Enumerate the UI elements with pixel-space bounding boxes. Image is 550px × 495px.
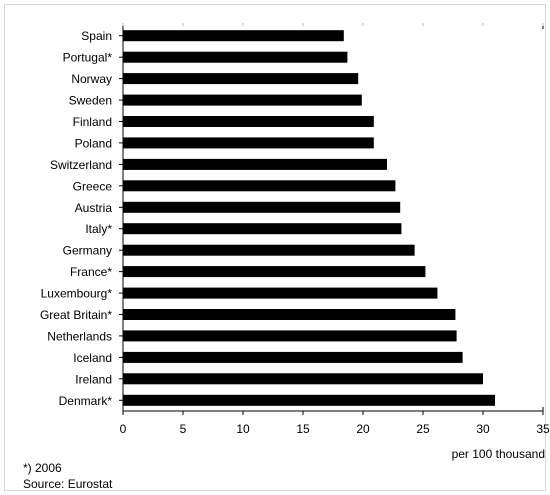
bars-group [123,30,495,406]
x-axis-label: per 100 thousand [452,447,545,461]
category-label: Italy* [85,222,112,236]
bar [123,180,396,192]
x-tick-label: 10 [236,422,250,436]
category-label: Portugal* [63,51,113,65]
x-tick-label: 5 [180,422,187,436]
bar [123,223,402,235]
bar [123,116,374,127]
category-label: Norway [71,72,112,86]
bar [123,30,344,42]
category-label: Netherlands [47,329,112,343]
bar [123,201,401,213]
bar [123,73,359,85]
category-label: France* [70,265,112,279]
bar [123,373,483,385]
category-label: Greece [73,179,113,193]
x-tick-label: 20 [356,422,370,436]
category-labels: Spain Portugal* Norway Sweden Finland Poland S… [40,29,123,408]
x-tick-label: 15 [296,422,310,436]
category-label: Poland [75,136,112,150]
category-label: Denmark* [59,394,113,408]
bar [123,394,495,406]
bar [123,287,438,299]
bar [123,94,362,106]
category-label: Sweden [69,94,112,108]
bar [123,351,463,363]
source-note: Source: Eurostat [23,477,113,491]
bar [123,137,374,149]
bar [123,51,348,63]
category-label: Ireland [75,372,112,386]
category-label: Iceland [73,351,112,365]
x-tick-label: 0 [120,422,127,436]
footnote: *) 2006 [23,461,62,475]
category-label: Germany [63,244,112,258]
x-tick-labels: 0 5 10 15 20 25 30 35 [120,23,550,436]
x-tick-label: 30 [476,422,490,436]
x-tick-label: 25 [416,422,430,436]
x-tick-label: 35 [536,422,550,436]
category-label: Austria [75,201,113,215]
category-label: Switzerland [50,158,112,172]
chart-frame [4,4,546,491]
bar [123,330,457,342]
bar [123,158,387,170]
bar [123,309,456,320]
bar [123,244,415,256]
category-label: Great Britain* [40,308,112,322]
chart-axes [122,25,544,412]
category-label: Spain [81,29,112,43]
category-label: Luxembourg* [41,287,113,301]
category-label: Finland [73,115,112,129]
bar [123,266,426,278]
